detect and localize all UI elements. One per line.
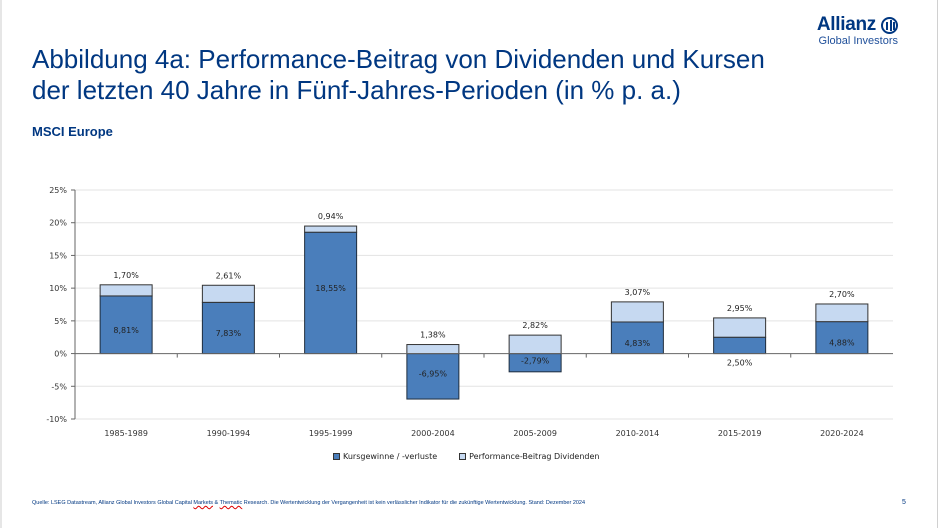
legend-label-price: Kursgewinne / -verluste [343,452,438,461]
y-tick-label: 20% [49,219,67,228]
chart-subtitle: MSCI Europe [32,124,113,139]
allianz-logo: Allianz Global Investors [817,14,898,47]
bar-dividends [406,344,460,355]
data-label-price: 2,50% [727,359,753,368]
bars [99,225,869,400]
title-line-1: Abbildung 4a: Performance-Beitrag von Di… [32,44,765,74]
source-text-thematic: Thematic [219,500,243,506]
data-label-price: 4,88% [829,339,855,348]
logo-subtitle: Global Investors [818,35,898,47]
x-tick-label: 1985-1989 [104,429,148,438]
gridlines [75,189,893,420]
data-label-price: -6,95% [419,369,448,378]
bar-dividends [610,301,664,323]
legend-item-price: Kursgewinne / -verluste [333,452,437,461]
data-label-price: 7,83% [216,329,242,338]
data-label-price: -2,79% [521,357,550,366]
bar-dividends [304,225,358,233]
legend-label-dividends: Performance-Beitrag Dividenden [469,452,600,461]
bar-price [304,231,358,355]
y-tick-label: 5% [54,317,67,326]
page-number: 5 [902,499,906,506]
bar-price [713,336,767,355]
y-tick-label: -5% [51,382,67,391]
data-labels: 8,81% 1,70% 7,83% 2,61% 18,55% 0,94% -6,95% 1,3… [113,212,855,378]
bar-dividends [713,317,767,338]
x-tick-label: 2000-2004 [411,429,455,438]
data-label-dividends: 2,61% [216,271,242,280]
source-text-markets: Markets [193,500,213,506]
y-tick-label: 25% [49,186,67,195]
data-label-dividends: 2,95% [727,304,753,313]
source-footnote: Quelle: LSEG Datastream, Allianz Global … [32,500,585,506]
x-tick-label: 1995-1999 [309,429,353,438]
x-tick-label: 2005-2009 [513,429,557,438]
slide-left-edge [0,0,2,528]
bar-price [815,321,869,355]
allianz-eagle-circle-icon [881,16,898,34]
x-tick-label: 2015-2019 [718,429,762,438]
axes: 25% 20% 15% 10% 5% 0% -5% -10% 1985-1989 1990-199… [46,186,893,438]
title-line-2: der letzten 40 Jahre in Fünf-Jahres-Peri… [32,75,681,105]
y-tick-label: 0% [54,350,67,359]
bar-dividends [99,284,153,297]
data-label-price: 8,81% [113,326,139,335]
bar-dividends [508,334,562,355]
bar-dividends [201,284,255,303]
page-title: Abbildung 4a: Performance-Beitrag von Di… [32,44,832,106]
bar-price [406,353,460,400]
source-text-1: Quelle: LSEG Datastream, Allianz Global … [32,500,194,506]
bar-dividends [815,303,869,323]
x-tick-label: 2010-2014 [616,429,660,438]
chart-legend: Kursgewinne / -verluste Performance-Beit… [333,452,599,461]
legend-item-dividends: Performance-Beitrag Dividenden [459,452,599,461]
data-label-dividends: 3,07% [625,288,651,297]
y-tick-label: 15% [49,251,67,260]
logo-wordmark: Allianz [816,14,876,35]
y-tick-label: -10% [46,415,67,424]
x-tick-label: 2020-2024 [820,429,864,438]
legend-swatch-price [333,453,340,460]
y-tick-label: 10% [49,284,67,293]
data-label-dividends: 1,38% [420,331,446,340]
data-label-dividends: 1,70% [113,271,139,280]
data-label-price: 4,83% [625,339,651,348]
slide-right-edge [937,0,938,528]
data-label-dividends: 2,82% [522,321,548,330]
source-text-2: Research. Die Wertentwicklung der Vergan… [242,500,586,506]
data-label-price: 18,55% [315,284,346,293]
bar-price [610,321,664,355]
x-tick-label: 1990-1994 [207,429,251,438]
legend-swatch-dividends [459,453,467,460]
data-label-dividends: 2,70% [829,290,855,299]
bar-price [201,301,255,355]
source-text-amp: & [212,500,220,506]
bar-price [99,295,153,355]
data-label-dividends: 0,94% [318,212,344,221]
